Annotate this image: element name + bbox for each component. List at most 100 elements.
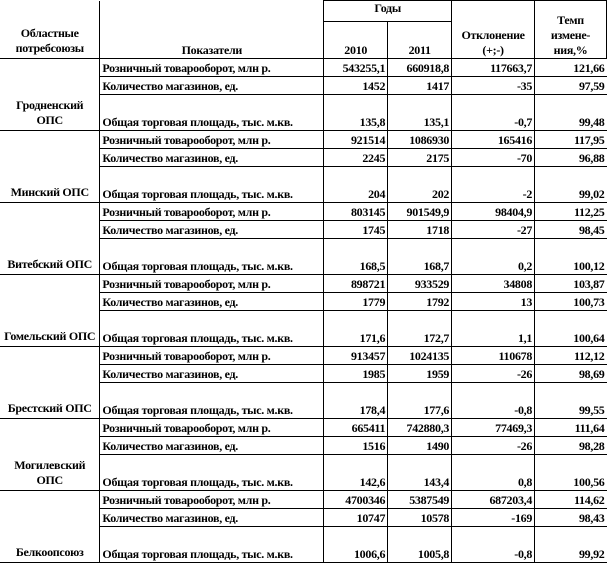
indicator-name: Розничный товарооборот, млн р. bbox=[99, 201, 325, 221]
table-row: Минский ОПС Розничный товарооборот, млн р… bbox=[0, 129, 607, 203]
region-name: Витебский ОПС bbox=[0, 201, 101, 275]
rate-value: 103,87 bbox=[534, 273, 607, 293]
table-row: Количество магазинов, ед. 1779 1792 13 100,7… bbox=[0, 291, 607, 311]
table-row: Общая торговая площадь, тыс. м.кв. 142,6 1… bbox=[0, 453, 607, 491]
deviation-value: 13 bbox=[451, 291, 536, 311]
indicator-name: Общая торговая площадь, тыс. м.кв. bbox=[99, 309, 325, 347]
table-row: Гродненский ОПС Розничный товарооборот, м… bbox=[0, 57, 607, 131]
rate-value: 117,95 bbox=[534, 129, 607, 149]
value-2010: 1516 bbox=[323, 435, 389, 455]
rate-value: 99,55 bbox=[534, 381, 607, 419]
indicator-name: Количество магазинов, ед. bbox=[99, 291, 325, 311]
table-row: Витебский ОПС Розничный товарооборот, млн… bbox=[0, 201, 607, 275]
value-2011: 1005,8 bbox=[387, 525, 453, 563]
indicator-name: Розничный товарооборот, млн р. bbox=[99, 57, 325, 77]
value-2010: 1779 bbox=[323, 291, 389, 311]
deviation-value: 77469,3 bbox=[451, 417, 536, 437]
indicator-name: Общая торговая площадь, тыс. м.кв. bbox=[99, 93, 325, 131]
value-2011: 1417 bbox=[387, 75, 453, 95]
deviation-value: 117663,7 bbox=[451, 57, 536, 77]
value-2011: 1490 bbox=[387, 435, 453, 455]
region-name: Брестский ОПС bbox=[0, 345, 101, 419]
value-2011: 1959 bbox=[387, 363, 453, 383]
rate-value: 99,02 bbox=[534, 165, 607, 203]
table-row: Общая торговая площадь, тыс. м.кв. 171,6 1… bbox=[0, 309, 607, 347]
value-2010: 665411 bbox=[323, 417, 389, 437]
value-2011: 1086930 bbox=[387, 129, 453, 149]
deviation-value: -0,7 bbox=[451, 93, 536, 131]
indicator-name: Розничный товарооборот, млн р. bbox=[99, 129, 325, 149]
deviation-value: 0,2 bbox=[451, 237, 536, 275]
value-2010: 204 bbox=[323, 165, 389, 203]
rate-value: 98,69 bbox=[534, 363, 607, 383]
value-2010: 135,8 bbox=[323, 93, 389, 131]
value-2010: 898721 bbox=[323, 273, 389, 293]
indicator-name: Розничный товарооборот, млн р. bbox=[99, 417, 325, 437]
value-2010: 2245 bbox=[323, 147, 389, 167]
value-2011: 10578 bbox=[387, 507, 453, 527]
indicator-name: Количество магазинов, ед. bbox=[99, 75, 325, 95]
deviation-value: 110678 bbox=[451, 345, 536, 365]
deviation-value: -26 bbox=[451, 435, 536, 455]
value-2010: 921514 bbox=[323, 129, 389, 149]
value-2011: 1024135 bbox=[387, 345, 453, 365]
deviation-value: 98404,9 bbox=[451, 201, 536, 221]
deviation-value: 687203,4 bbox=[451, 489, 536, 509]
indicator-name: Розничный товарооборот, млн р. bbox=[99, 345, 325, 365]
value-2011: 5387549 bbox=[387, 489, 453, 509]
rate-value: 98,28 bbox=[534, 435, 607, 455]
value-2010: 803145 bbox=[323, 201, 389, 221]
table-body: Гродненский ОПС Розничный товарооборот, м… bbox=[0, 57, 607, 563]
deviation-value: -2 bbox=[451, 165, 536, 203]
value-2011: 660918,8 bbox=[387, 57, 453, 77]
indicator-name: Общая торговая площадь, тыс. м.кв. bbox=[99, 453, 325, 491]
table-row: Брестский ОПС Розничный товарооборот, млн… bbox=[0, 345, 607, 419]
rate-value: 99,92 bbox=[534, 525, 607, 563]
header-region: Областные потребсоюзы bbox=[0, 0, 101, 59]
value-2011: 933529 bbox=[387, 273, 453, 293]
value-2010: 913457 bbox=[323, 345, 389, 365]
value-2011: 135,1 bbox=[387, 93, 453, 131]
value-2011: 143,4 bbox=[387, 453, 453, 491]
rate-value: 96,88 bbox=[534, 147, 607, 167]
deviation-value: -35 bbox=[451, 75, 536, 95]
rate-value: 97,59 bbox=[534, 75, 607, 95]
indicator-name: Общая торговая площадь, тыс. м.кв. bbox=[99, 381, 325, 419]
deviation-value: 0,8 bbox=[451, 453, 536, 491]
value-2011: 2175 bbox=[387, 147, 453, 167]
header-deviation: Отклонение (+;-) bbox=[451, 0, 536, 59]
table-row: Количество магазинов, ед. 10747 10578 -169 9… bbox=[0, 507, 607, 527]
rate-value: 100,56 bbox=[534, 453, 607, 491]
table-row: Общая торговая площадь, тыс. м.кв. 168,5 1… bbox=[0, 237, 607, 275]
value-2010: 1745 bbox=[323, 219, 389, 239]
header-rate: Темп измене-ния,% bbox=[534, 0, 607, 59]
rate-value: 121,66 bbox=[534, 57, 607, 77]
region-name: Гродненский ОПС bbox=[0, 57, 101, 131]
deviation-value: 165416 bbox=[451, 129, 536, 149]
indicator-name: Общая торговая площадь, тыс. м.кв. bbox=[99, 525, 325, 563]
value-2010: 543255,1 bbox=[323, 57, 389, 77]
indicator-name: Общая торговая площадь, тыс. м.кв. bbox=[99, 237, 325, 275]
value-2011: 172,7 bbox=[387, 309, 453, 347]
table-row: Гомельский ОПС Розничный товарооборот, мл… bbox=[0, 273, 607, 347]
rate-value: 111,64 bbox=[534, 417, 607, 437]
indicator-name: Розничный товарооборот, млн р. bbox=[99, 489, 325, 509]
indicator-name: Количество магазинов, ед. bbox=[99, 507, 325, 527]
value-2010: 10747 bbox=[323, 507, 389, 527]
table-row: Общая торговая площадь, тыс. м.кв. 178,4 1… bbox=[0, 381, 607, 419]
value-2011: 1792 bbox=[387, 291, 453, 311]
value-2010: 1452 bbox=[323, 75, 389, 95]
rate-value: 100,64 bbox=[534, 309, 607, 347]
value-2010: 1985 bbox=[323, 363, 389, 383]
value-2011: 901549,9 bbox=[387, 201, 453, 221]
table-row: Общая торговая площадь, тыс. м.кв. 135,8 1… bbox=[0, 93, 607, 131]
region-name: Минский ОПС bbox=[0, 129, 101, 203]
value-2010: 4700346 bbox=[323, 489, 389, 509]
value-2011: 202 bbox=[387, 165, 453, 203]
value-2011: 742880,3 bbox=[387, 417, 453, 437]
value-2011: 1718 bbox=[387, 219, 453, 239]
value-2010: 168,5 bbox=[323, 237, 389, 275]
table-row: Количество магазинов, ед. 1452 1417 -35 97,5… bbox=[0, 75, 607, 95]
deviation-value: -0,8 bbox=[451, 525, 536, 563]
